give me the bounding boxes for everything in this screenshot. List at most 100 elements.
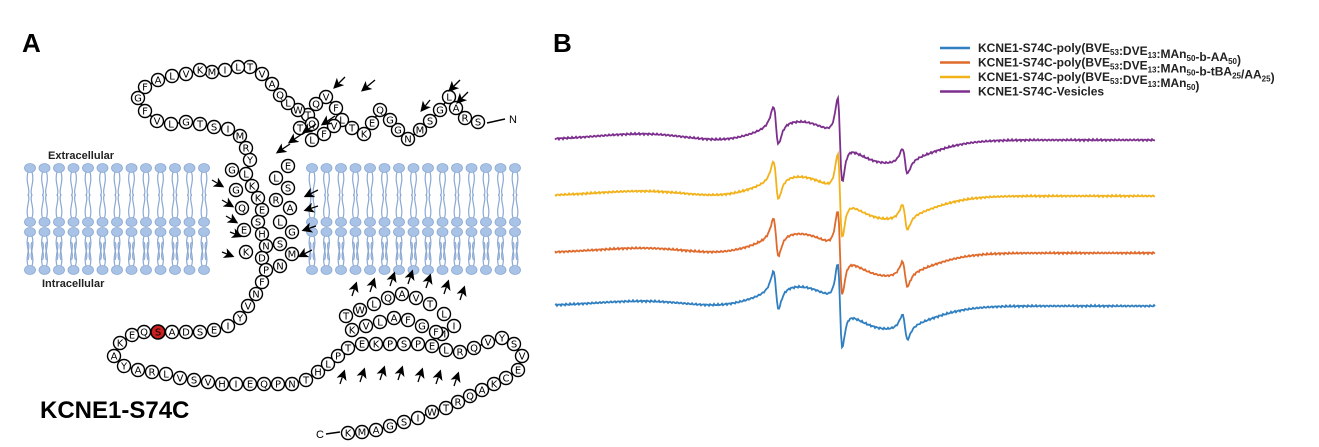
residue-letter: S	[277, 240, 283, 251]
lipid-head	[140, 163, 152, 173]
lipid-tail	[84, 241, 88, 267]
contact-arrow	[376, 365, 387, 381]
lipid-tail	[486, 171, 490, 197]
lipid-tail	[171, 171, 175, 197]
lipid-tail	[30, 193, 34, 219]
lipid-head	[24, 227, 36, 237]
residue-letter: F	[142, 107, 148, 118]
lipid-tail	[59, 171, 63, 197]
lipid-tail	[146, 171, 150, 197]
residue	[268, 192, 284, 208]
lipid-tail	[323, 241, 326, 267]
lipid-head	[422, 265, 434, 275]
residue	[408, 290, 424, 306]
contact-arrow	[303, 202, 319, 213]
lipid-tail	[482, 241, 486, 267]
contact-arrow	[225, 213, 239, 224]
lipid-head	[393, 227, 405, 237]
lipid-head	[436, 227, 449, 237]
contact-arrow	[386, 271, 397, 287]
residue-letter: A	[135, 366, 142, 377]
lipid-tail	[117, 193, 121, 219]
residue	[338, 308, 354, 324]
residue-letter: N	[404, 135, 411, 146]
residue-letter: R	[243, 144, 250, 155]
residue	[368, 422, 384, 438]
lipid-tail	[84, 171, 88, 197]
residue-letter: G	[232, 186, 240, 197]
spectrum-trace-3	[554, 150, 1156, 238]
c-terminus-label: C	[316, 429, 324, 441]
lipid-tail	[26, 171, 30, 197]
residue	[130, 362, 146, 378]
lipid-tail	[399, 171, 403, 197]
residue-letter: K	[361, 130, 368, 141]
lipid-head	[154, 217, 167, 227]
residue	[412, 122, 428, 138]
residue	[214, 376, 230, 392]
residue-letter: W	[427, 408, 437, 419]
residue	[290, 102, 306, 118]
residue-letter: E	[429, 342, 435, 353]
lipid-head	[96, 217, 109, 227]
contact-arrow	[297, 247, 313, 258]
residue-letter: I	[235, 380, 238, 391]
residue-letter: L	[371, 300, 377, 311]
lipid-tail	[59, 241, 63, 267]
residue-letter: F	[142, 83, 148, 94]
lipid-tail	[414, 241, 417, 267]
contact-arrow	[221, 197, 235, 208]
n-terminus-label: N	[509, 114, 517, 126]
lipid-head	[140, 217, 152, 227]
lipid-tail	[74, 171, 77, 197]
contact-arrow	[420, 99, 431, 113]
lipid-tail	[103, 193, 106, 219]
residue	[364, 115, 380, 131]
residue-letter: F	[321, 130, 327, 141]
lipid-tail	[327, 193, 330, 219]
lipid-tail	[142, 241, 146, 267]
n-terminus-line	[486, 118, 506, 124]
lipid-tail	[30, 241, 34, 267]
residue-letter: V	[245, 302, 252, 313]
residue-letter: K	[345, 429, 352, 440]
lipid-tail	[439, 241, 442, 267]
lipid-tail	[113, 171, 117, 197]
residue	[206, 119, 222, 135]
residue-letter: Q	[470, 344, 478, 355]
residue	[424, 338, 440, 354]
residue-letter: L	[441, 310, 447, 321]
residue-letter: L	[168, 120, 174, 131]
lipid-head	[378, 227, 391, 237]
lipid-tail	[55, 171, 59, 197]
residue	[400, 131, 416, 147]
residue	[310, 364, 326, 380]
lipid-head	[140, 227, 152, 237]
residue	[462, 388, 478, 404]
lipid-tail	[366, 241, 370, 267]
contact-arrow	[229, 228, 243, 238]
c-terminus-line	[325, 431, 341, 435]
residue	[228, 182, 244, 198]
lipid-tail	[186, 241, 189, 267]
residue-letter: Q	[466, 392, 474, 403]
residue-letter: T	[344, 344, 352, 355]
lipid-tail	[146, 241, 150, 267]
lipid-tail	[370, 193, 374, 219]
lipid-tail	[385, 193, 388, 219]
lipid-tail	[385, 241, 388, 267]
residue	[280, 180, 296, 196]
lipid-tail	[381, 193, 384, 219]
lipid-head	[494, 265, 507, 275]
lipid-tail	[99, 171, 102, 197]
lipid-head	[494, 227, 507, 237]
lipid-head	[82, 227, 94, 237]
lipid-tail	[308, 193, 312, 219]
residue-letter: Y	[120, 362, 128, 373]
lipid-head	[183, 265, 196, 275]
residue	[382, 112, 398, 128]
lipid-tail	[113, 241, 117, 267]
lipid-tail	[443, 241, 446, 267]
lipid-head	[422, 227, 434, 237]
lipid-head	[378, 217, 391, 227]
